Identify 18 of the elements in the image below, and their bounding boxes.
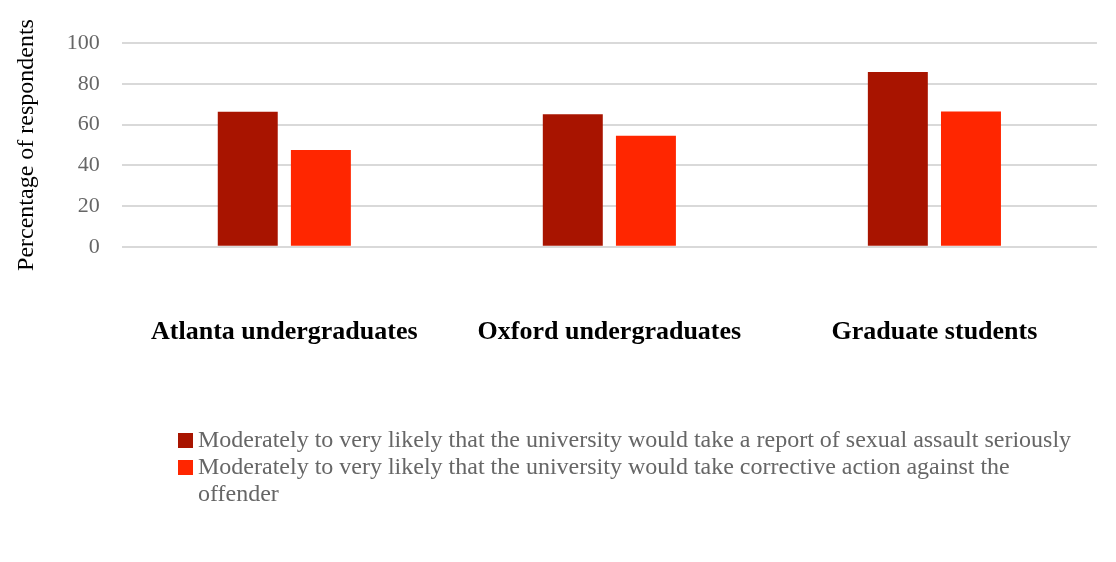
bar — [940, 111, 1001, 246]
y-tick-label: 80 — [77, 69, 100, 95]
bar — [615, 135, 676, 246]
legend-label: Moderately to very likely that the university would take a report of sexual assault seriously — [198, 426, 1072, 453]
bar — [217, 111, 278, 246]
y-axis-title: Percentage of respondents — [11, 19, 38, 271]
y-tick-label: 0 — [88, 232, 100, 258]
y-tick-label: 100 — [66, 28, 100, 54]
bar — [867, 71, 928, 246]
x-tick-label: Oxford undergraduates — [477, 316, 742, 346]
y-tick-label: 20 — [77, 191, 100, 217]
x-tick-label: Graduate students — [831, 316, 1038, 346]
y-tick-label: 60 — [77, 110, 100, 136]
x-tick-label: Atlanta undergraduates — [151, 316, 418, 346]
y-tick-label: 40 — [77, 151, 100, 177]
legend-label: Moderately to very likely that the university would take corrective action against the offender — [198, 453, 1011, 507]
bar — [290, 149, 351, 246]
bar — [542, 114, 603, 246]
